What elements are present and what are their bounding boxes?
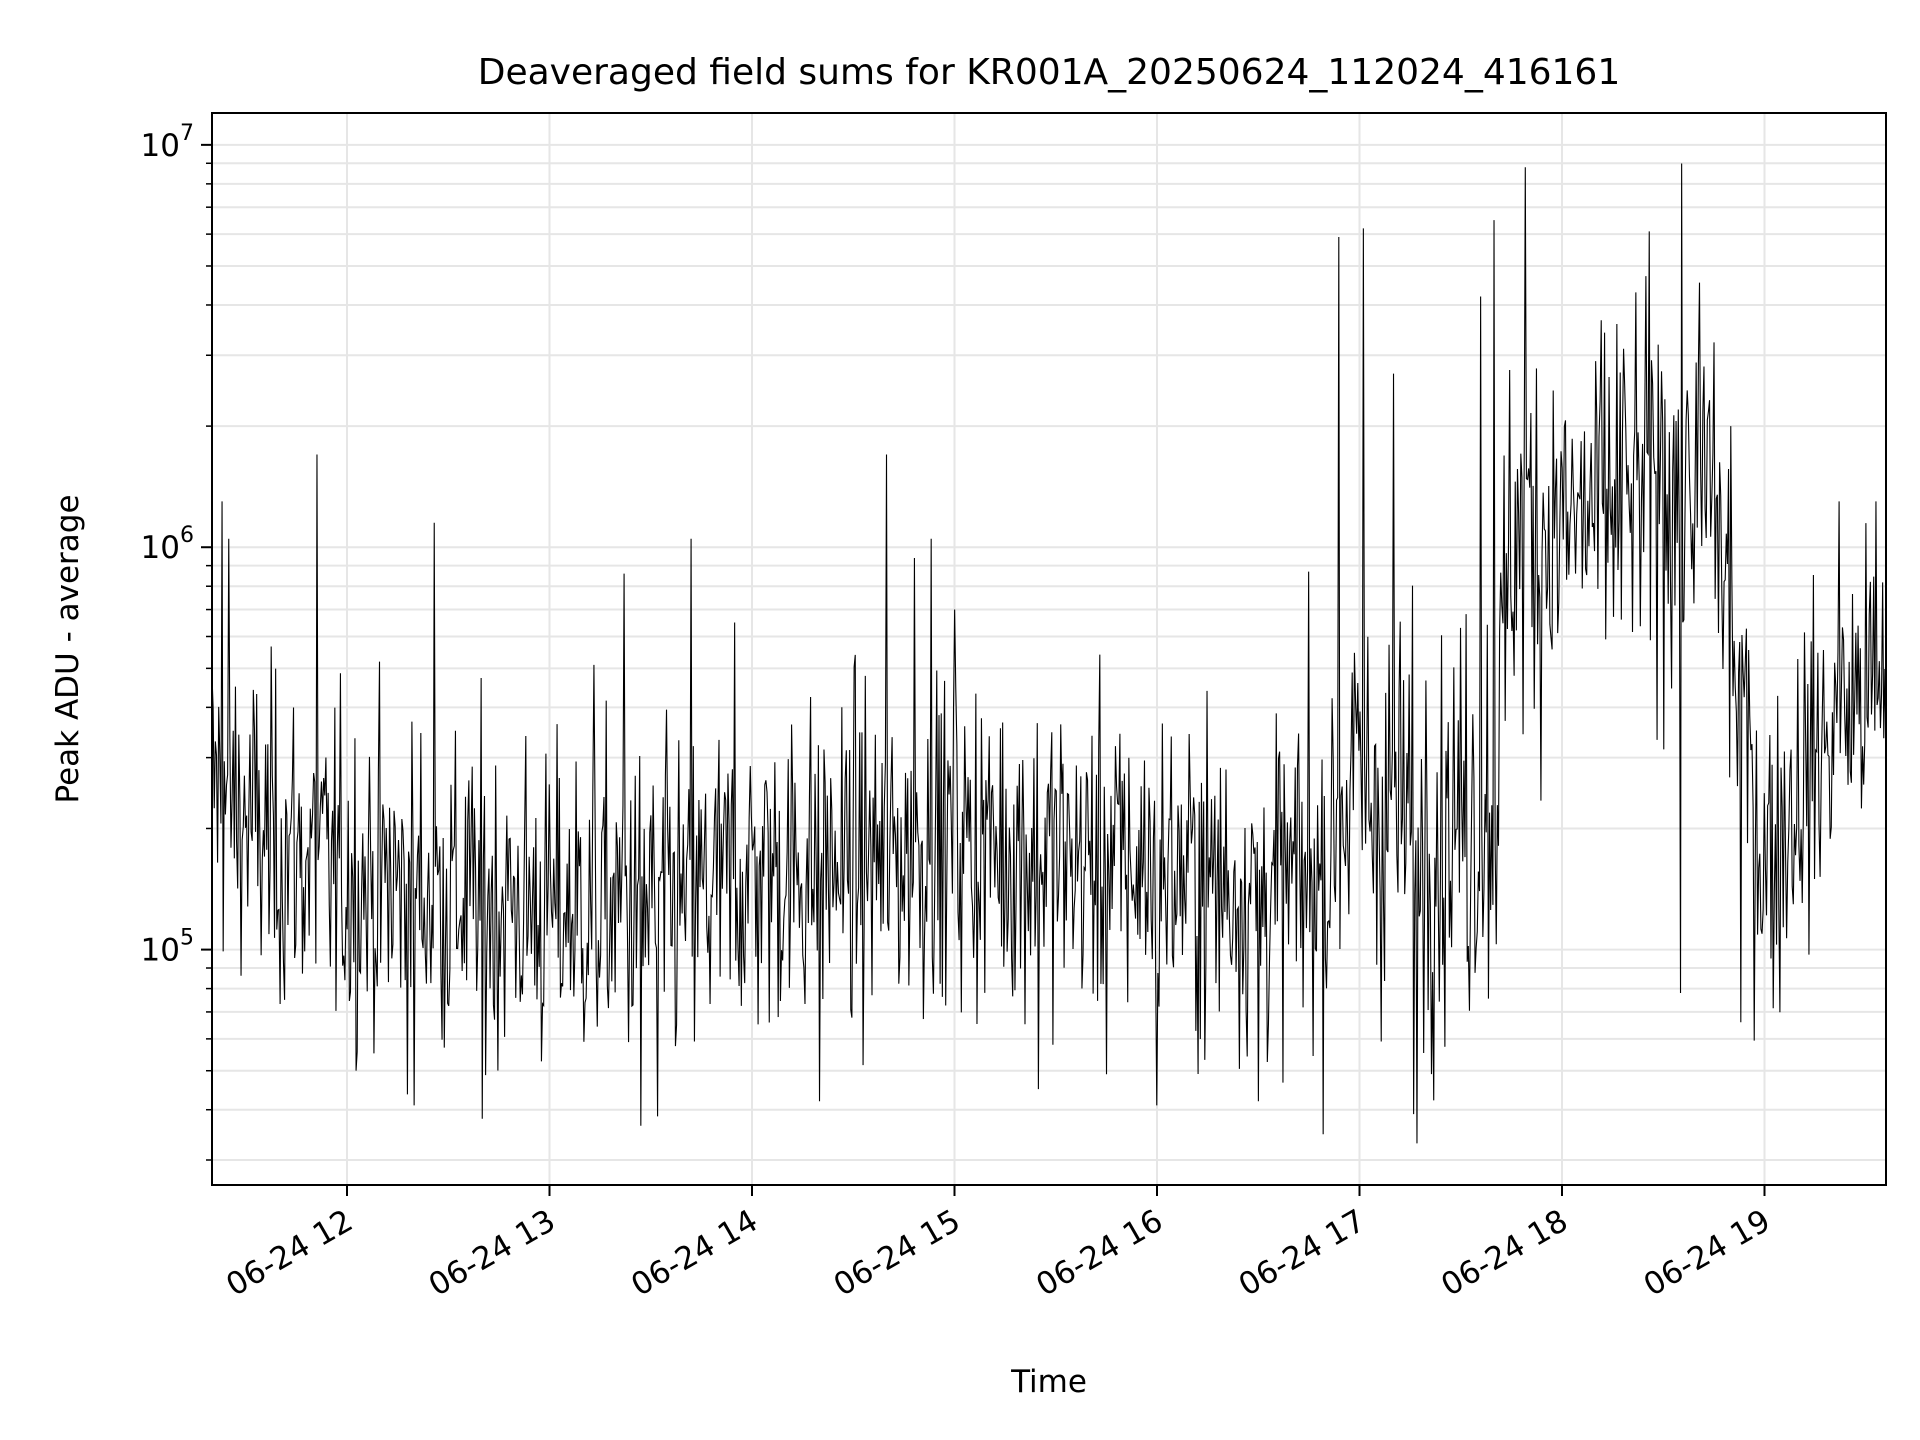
y-tick-label: 105 (141, 926, 194, 969)
y-tick-label: 107 (141, 121, 194, 164)
x-axis-label: Time (1010, 1364, 1087, 1400)
series-line (211, 163, 1887, 1144)
y-tick-label: 106 (141, 523, 194, 566)
chart-title: Deaveraged field sums for KR001A_2025062… (478, 52, 1621, 93)
y-axis: 105 106 107 (141, 121, 212, 1161)
grid (212, 113, 1886, 1185)
plot-frame (211, 112, 1887, 1186)
y-axis-label: Peak ADU - average (50, 494, 86, 803)
